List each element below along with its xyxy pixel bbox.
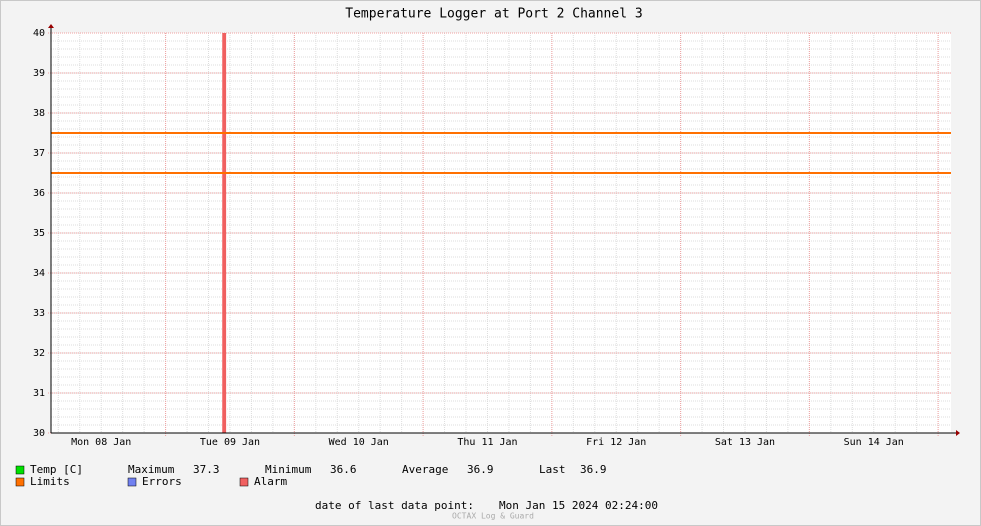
y-tick-label: 36 <box>33 188 45 199</box>
chart-title: Temperature Logger at Port 2 Channel 3 <box>345 7 642 22</box>
legend-swatch <box>15 465 25 475</box>
stat-value: 36.6 <box>330 463 357 476</box>
y-tick-label: 38 <box>33 108 45 119</box>
x-tick-label: Fri 12 Jan <box>586 437 646 448</box>
x-tick-label: Tue 09 Jan <box>200 437 260 448</box>
x-tick-label: Sat 13 Jan <box>715 437 775 448</box>
stat-value: 36.9 <box>580 463 607 476</box>
x-tick-label: Mon 08 Jan <box>71 437 131 448</box>
legend-label: Errors <box>142 475 182 488</box>
legend-swatch <box>239 477 249 487</box>
y-tick-label: 31 <box>33 388 45 399</box>
legend-label: Temp [C] <box>30 463 83 476</box>
alarm-band <box>222 33 227 433</box>
stat-label: Maximum <box>128 463 175 476</box>
legend-swatch <box>15 477 25 487</box>
legend: Temp [C] Maximum 37.3 Minimum 36.6 Average 36.… <box>15 463 607 488</box>
footer-value: Mon Jan 15 2024 02:24:00 <box>499 499 658 512</box>
legend-swatch <box>127 477 137 487</box>
footer-label: date of last data point: <box>315 499 474 512</box>
y-tick-label: 37 <box>33 148 45 159</box>
stat-label: Average <box>402 463 448 476</box>
legend-label: Limits <box>30 475 70 488</box>
legend-label: Alarm <box>254 475 287 488</box>
grid: 30 31 32 33 34 35 36 37 38 39 40 Mon 08 Jan Tue 09 J… <box>33 28 951 448</box>
marks <box>51 33 951 433</box>
x-tick-label: Wed 10 Jan <box>329 437 389 448</box>
y-tick-label: 39 <box>33 68 45 79</box>
x-tick-label: Sun 14 Jan <box>844 437 904 448</box>
y-arrow <box>48 24 54 28</box>
y-tick-label: 33 <box>33 308 45 319</box>
y-tick-label: 35 <box>33 228 45 239</box>
x-arrow <box>956 430 960 436</box>
stat-value: 36.9 <box>467 463 494 476</box>
stat-label: Last <box>539 463 566 476</box>
credit: OCTAX Log & Guard <box>452 512 534 521</box>
stat-label: Minimum <box>265 463 312 476</box>
stat-value: 37.3 <box>193 463 220 476</box>
y-tick-label: 30 <box>33 428 45 439</box>
y-tick-label: 34 <box>33 268 45 279</box>
x-tick-label: Thu 11 Jan <box>457 437 517 448</box>
y-tick-label: 40 <box>33 28 45 39</box>
y-tick-label: 32 <box>33 348 45 359</box>
